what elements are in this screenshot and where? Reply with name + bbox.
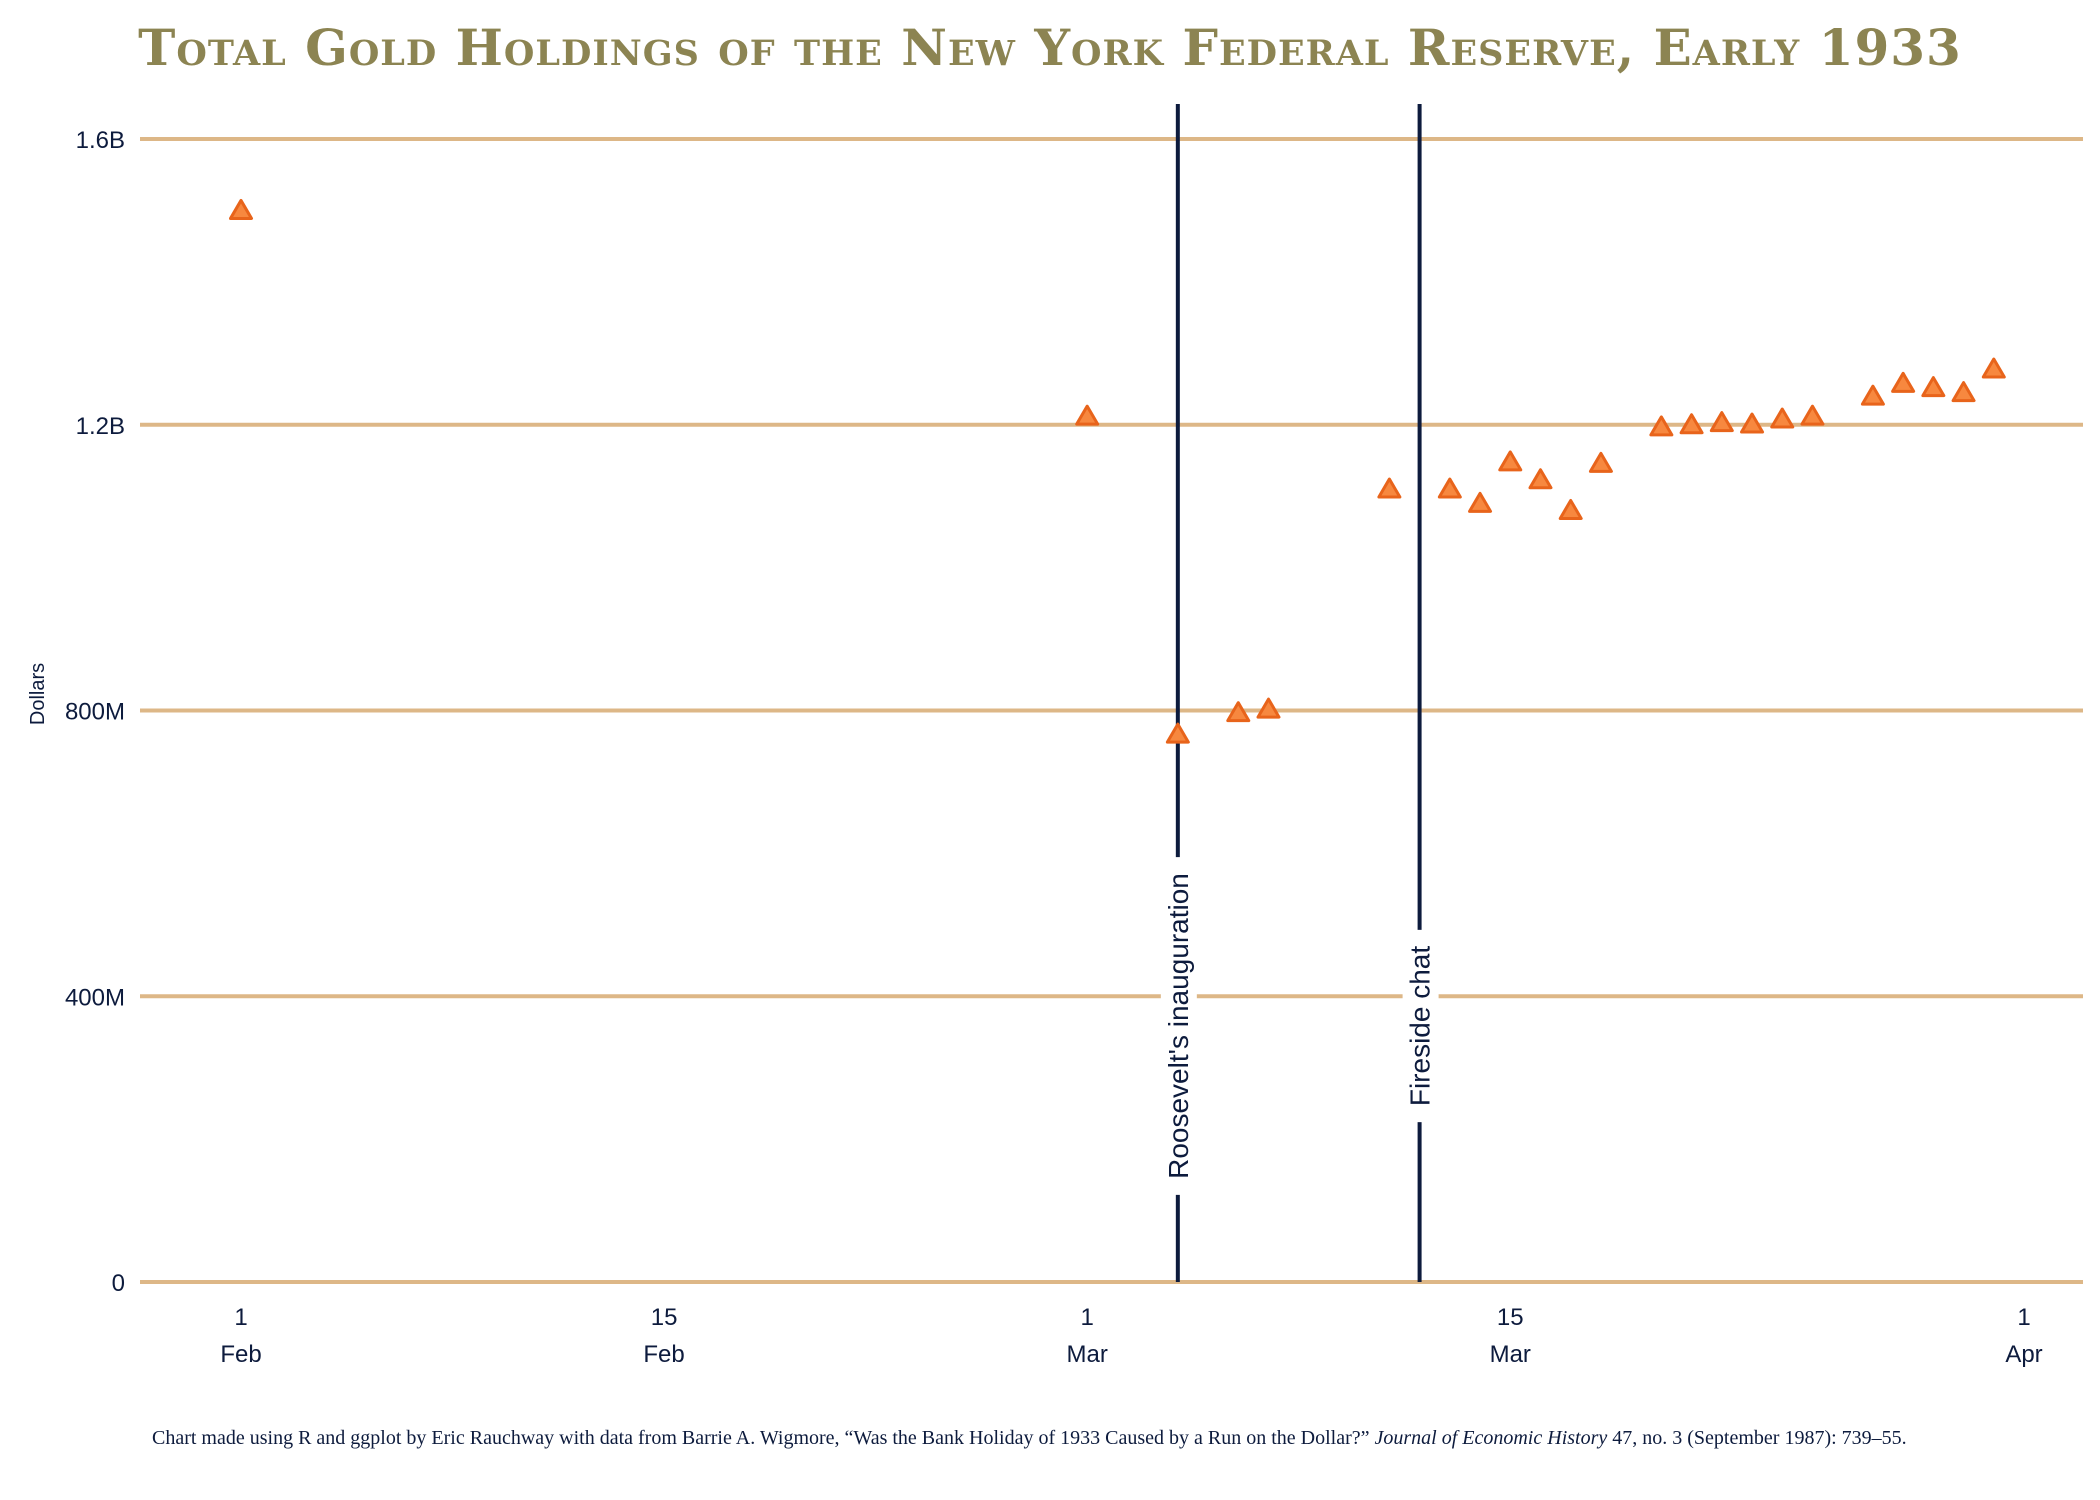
data-point-triangle: [1679, 413, 1704, 435]
x-tick-label-month: Apr: [2005, 1341, 2042, 1368]
data-point-triangle: [1649, 415, 1674, 437]
x-axis-ticks: 1 Feb 15 Feb 1 Mar 15 Mar 1 Apr: [220, 1304, 2042, 1368]
x-tick-label-day: 1: [234, 1304, 247, 1331]
event-label-group: Roosevelt's inauguration: [1160, 857, 1197, 1195]
y-tick-label: 800M: [65, 699, 125, 726]
y-axis-ticks: 0 400M 800M 1.2B 1.6B: [65, 127, 125, 1297]
data-point-triangle: [1165, 722, 1190, 744]
data-point-triangle: [1226, 701, 1251, 723]
x-tick-label-month: Mar: [1490, 1341, 1531, 1368]
data-point-triangle: [1377, 477, 1402, 499]
y-tick-label: 1.6B: [76, 127, 125, 154]
x-tick-label-month: Feb: [220, 1341, 261, 1368]
gridlines: [140, 137, 2083, 1284]
x-tick-label-month: Mar: [1066, 1341, 1107, 1368]
event-label-background: [1402, 929, 1439, 1123]
data-point-triangle: [1558, 498, 1583, 520]
y-tick-label: 400M: [65, 984, 125, 1011]
x-tick-label-month: Feb: [643, 1341, 684, 1368]
chart-title: Total Gold Holdings of the New York Fede…: [138, 18, 1962, 77]
event-label: Roosevelt's inauguration: [1163, 873, 1194, 1179]
data-point-triangle: [1891, 371, 1916, 393]
event-label-group: Fireside chat: [1402, 929, 1439, 1123]
data-point-triangle: [1981, 357, 2006, 379]
event-label-background: [1160, 857, 1197, 1195]
caption-journal-title: Journal of Economic History: [1374, 1427, 1608, 1449]
event-markers: Roosevelt's inauguration Fireside chat: [1160, 104, 1439, 1282]
data-point-triangle: [1437, 477, 1462, 499]
data-point-triangle: [1770, 407, 1795, 429]
data-point-triangle: [1256, 697, 1281, 719]
data-point-triangle: [1800, 404, 1825, 426]
y-tick-label: 0: [112, 1270, 125, 1297]
x-tick-label-day: 15: [651, 1304, 678, 1331]
data-point-triangle: [1075, 404, 1100, 426]
x-tick-label-day: 15: [1497, 1304, 1524, 1331]
data-points: [229, 198, 2006, 744]
caption-text: Chart made using R and ggplot by Eric Ra…: [152, 1427, 1375, 1449]
data-point-triangle: [1860, 384, 1885, 406]
x-tick-label-day: 1: [2017, 1304, 2030, 1331]
x-tick-label-day: 1: [1080, 1304, 1093, 1331]
data-point-triangle: [1921, 376, 1946, 398]
data-point-triangle: [1468, 491, 1493, 513]
y-axis-label: Dollars: [27, 663, 49, 725]
chart-caption: Chart made using R and ggplot by Eric Ra…: [152, 1428, 1952, 1448]
data-point-triangle: [229, 198, 253, 220]
data-point-triangle: [1498, 450, 1523, 472]
data-point-triangle: [1951, 381, 1976, 403]
event-label: Fireside chat: [1405, 946, 1436, 1107]
data-point-triangle: [1528, 468, 1553, 490]
y-tick-label: 1.2B: [76, 413, 125, 440]
data-point-triangle: [1709, 411, 1734, 433]
data-point-triangle: [1740, 412, 1765, 434]
data-point-triangle: [1588, 451, 1613, 473]
caption-citation: 47, no. 3 (September 1987): 739–55.: [1607, 1427, 1907, 1449]
